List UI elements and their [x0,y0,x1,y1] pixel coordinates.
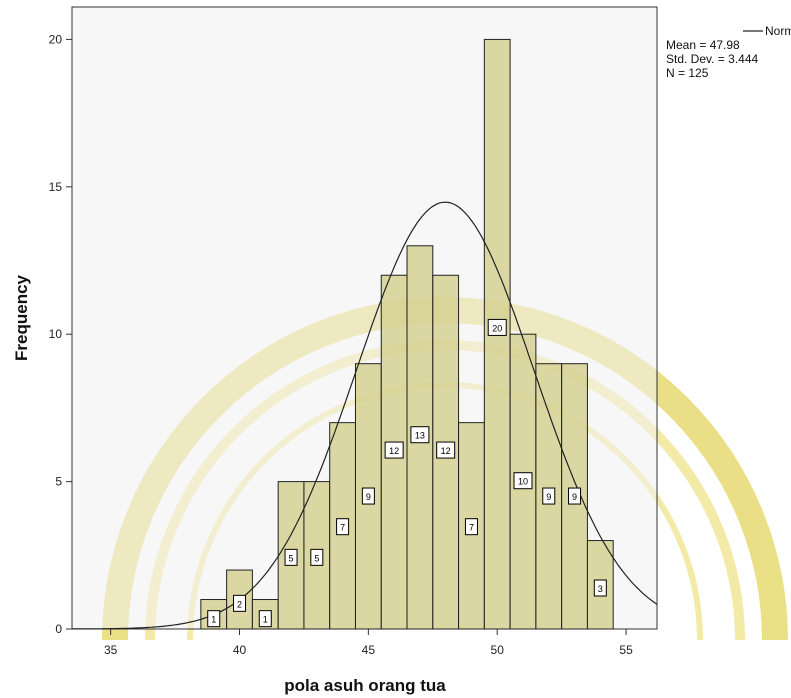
x-tick-label: 55 [619,643,633,657]
legend-std-dev: Std. Dev. = 3.444 [666,52,758,66]
normal-curve-line [72,201,658,630]
y-tick-label: 20 [49,32,63,46]
data-label-box [542,487,556,505]
data-label-box [593,579,607,597]
data-label-box [258,610,272,628]
data-label: 13 [415,431,425,441]
data-label: 5 [289,553,294,563]
data-label: 7 [469,523,474,533]
x-tick-label: 45 [362,643,376,657]
data-label: 9 [366,492,371,502]
legend-mean: Mean = 47.98 [666,38,740,52]
data-label-box [568,487,582,505]
data-label-box [464,518,478,536]
y-tick-label: 10 [49,327,63,341]
data-label: 7 [340,523,345,533]
y-tick-label: 15 [49,180,63,194]
x-axis-title: pola asuh orang tua [284,676,446,695]
legend-n: N = 125 [666,66,709,80]
data-label: 1 [263,615,268,625]
data-label-box [361,487,375,505]
data-label: 5 [314,553,319,563]
data-label: 1 [211,615,216,625]
data-label: 3 [598,584,603,594]
legend-normal-label: Normal [765,24,791,38]
data-label: 2 [237,599,242,609]
y-tick-label: 0 [55,622,62,636]
normal-curve-layer [72,201,658,630]
data-label-box [310,548,324,566]
data-label-box [207,610,221,628]
legend: Normal Mean = 47.98 Std. Dev. = 3.444 N … [666,24,791,80]
x-tick-label: 35 [104,643,118,657]
data-label-box [410,426,430,444]
data-label-box [284,548,298,566]
data-label-box [436,441,456,459]
data-label: 9 [546,492,551,502]
data-label-box [487,318,507,336]
data-label: 12 [389,446,399,456]
data-label-box [513,472,533,490]
data-label: 10 [518,477,528,487]
data-label-box [336,518,350,536]
x-tick-label: 50 [491,643,505,657]
y-tick-label: 5 [55,475,62,489]
x-tick-label: 40 [233,643,247,657]
data-label-box [384,441,404,459]
y-axis-title: Frequency [12,274,31,361]
data-label: 12 [441,446,451,456]
data-label: 9 [572,492,577,502]
data-label-box [233,594,247,612]
data-label: 20 [492,323,502,333]
